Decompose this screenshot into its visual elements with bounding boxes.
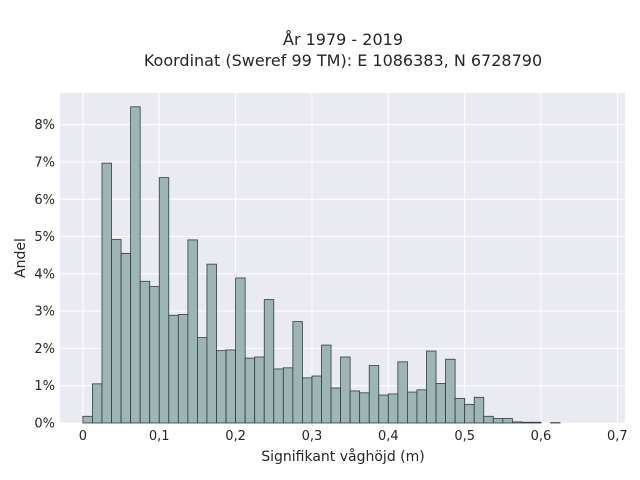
y-axis-label: Andel: [13, 238, 29, 278]
y-tick-label: 1%: [34, 379, 55, 394]
histogram-bar: [244, 357, 256, 424]
histogram-bar: [302, 377, 313, 424]
y-tick-label: 3%: [34, 305, 55, 320]
histogram-bar: [82, 415, 93, 424]
x-tick-label: 0,3: [302, 429, 323, 444]
histogram-bar: [158, 177, 170, 424]
x-tick-label: 0,1: [149, 429, 170, 444]
histogram-bar: [139, 280, 151, 424]
histogram-bar: [235, 277, 246, 424]
histogram-bar: [149, 286, 160, 424]
histogram-bar: [263, 299, 275, 424]
histogram-bar: [168, 314, 179, 424]
histogram-bar: [511, 421, 523, 424]
histogram-bar: [359, 392, 370, 424]
histogram-bar: [426, 350, 437, 424]
histogram-bar: [464, 403, 475, 424]
histogram-bar: [101, 162, 112, 424]
x-axis-label: Signifikant våghöjd (m): [261, 448, 424, 465]
histogram-bar: [254, 356, 265, 424]
histogram-bar: [216, 350, 227, 424]
histogram-bar: [197, 337, 208, 424]
histogram-bar: [321, 344, 332, 424]
histogram-bar: [483, 415, 494, 424]
histogram-bar: [282, 367, 294, 424]
histogram-bar: [130, 106, 141, 424]
histogram-bar: [292, 321, 303, 424]
y-tick-label: 0%: [34, 417, 55, 432]
x-tick-label: 0,5: [454, 429, 475, 444]
histogram-bar: [397, 361, 408, 424]
x-axis-ticks: 0 0,1 0,2 0,3 0,4 0,5 0,6 0,7: [79, 429, 628, 444]
histogram-bar: [473, 396, 485, 424]
x-tick-label: 0: [79, 429, 87, 444]
histogram-bar: [502, 418, 513, 424]
histogram-bar: [349, 390, 361, 424]
x-tick-label: 0,7: [607, 429, 628, 444]
histogram-bar: [492, 418, 504, 424]
y-axis-ticks: 0% 1% 2% 3% 4% 5% 6% 7% 8%: [34, 118, 55, 431]
histogram-bar: [187, 239, 198, 424]
histogram-bar: [445, 358, 456, 424]
histogram-bar: [454, 397, 466, 424]
x-tick-label: 0,4: [378, 429, 399, 444]
histogram-bar: [273, 368, 284, 424]
histogram-bar: [311, 375, 322, 424]
histogram-bar: [92, 383, 103, 424]
y-tick-label: 5%: [34, 230, 55, 245]
y-tick-label: 2%: [34, 342, 55, 357]
histogram-bar: [435, 383, 446, 424]
y-tick-label: 8%: [34, 118, 55, 133]
histogram-bar: [111, 239, 122, 424]
chart-title-line-2: Koordinat (Sweref 99 TM): E 1086383, N 6…: [144, 51, 542, 70]
chart-title-line-1: År 1979 - 2019: [283, 30, 403, 49]
histogram-bar: [521, 421, 532, 424]
histogram-bar: [406, 391, 418, 424]
x-tick-label: 0,6: [531, 429, 552, 444]
histogram-bar: [330, 387, 341, 424]
histogram-bar: [531, 421, 542, 424]
x-tick-label: 0,2: [225, 429, 246, 444]
histogram-bar: [387, 393, 399, 424]
y-tick-label: 6%: [34, 193, 55, 208]
histogram-bar: [206, 263, 217, 424]
histogram-bar: [340, 356, 351, 424]
histogram-bar: [225, 349, 237, 424]
y-tick-label: 7%: [34, 155, 55, 170]
histogram-bars: [82, 106, 561, 424]
histogram-bar: [378, 394, 389, 424]
histogram-bar: [120, 252, 132, 424]
y-tick-label: 4%: [34, 267, 55, 282]
histogram-bar: [177, 314, 189, 424]
histogram-bar: [416, 389, 427, 424]
histogram-bar: [368, 365, 380, 424]
